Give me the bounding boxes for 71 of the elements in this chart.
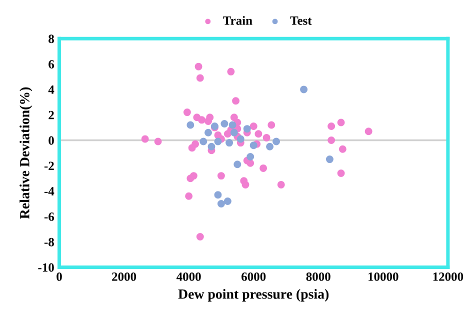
point bbox=[194, 62, 202, 70]
point bbox=[198, 116, 206, 124]
point bbox=[338, 145, 346, 153]
point bbox=[250, 122, 258, 130]
y-tick-label: -2 bbox=[44, 162, 54, 170]
x-tick-label: 10000 bbox=[368, 272, 398, 281]
point bbox=[254, 130, 262, 138]
point bbox=[234, 160, 242, 168]
point bbox=[300, 86, 308, 94]
point bbox=[208, 142, 216, 150]
point bbox=[236, 135, 244, 143]
point bbox=[226, 139, 234, 147]
point bbox=[154, 138, 162, 146]
point bbox=[186, 121, 194, 129]
point bbox=[337, 170, 345, 178]
y-tick-label: 2 bbox=[48, 110, 54, 120]
x-tick-label: 0 bbox=[56, 272, 62, 281]
y-tick-label: -4 bbox=[44, 187, 54, 196]
point bbox=[224, 197, 232, 205]
point bbox=[268, 121, 276, 129]
point bbox=[141, 135, 149, 143]
point bbox=[196, 74, 204, 82]
point bbox=[260, 164, 268, 172]
point bbox=[196, 233, 204, 241]
point bbox=[232, 97, 240, 105]
x-tick-label: 12000 bbox=[433, 272, 464, 281]
x-tick-label: 6000 bbox=[242, 272, 266, 281]
point bbox=[328, 122, 336, 130]
x-tick-label: 4000 bbox=[176, 272, 201, 281]
point bbox=[246, 159, 254, 167]
y-tick-label: 4 bbox=[48, 86, 54, 94]
point bbox=[214, 191, 222, 199]
point bbox=[214, 138, 222, 146]
point bbox=[185, 192, 193, 200]
point bbox=[242, 180, 250, 188]
point bbox=[217, 200, 225, 208]
y-axis-title: Relative Deviation(%) bbox=[20, 87, 32, 219]
point bbox=[227, 68, 235, 76]
point bbox=[246, 153, 254, 161]
point bbox=[183, 108, 191, 116]
x-tick-label: 2000 bbox=[112, 272, 136, 281]
point bbox=[190, 172, 198, 180]
point bbox=[204, 128, 212, 136]
y-tick-label: 8 bbox=[48, 34, 54, 44]
point bbox=[337, 118, 345, 126]
point bbox=[326, 156, 334, 164]
point bbox=[228, 121, 236, 129]
y-tick-label: -10 bbox=[38, 263, 54, 272]
y-tick-label: 6 bbox=[48, 60, 54, 68]
point bbox=[230, 128, 238, 136]
point bbox=[266, 142, 274, 150]
x-axis-title: Dew point pressure (psia) bbox=[178, 289, 329, 302]
point bbox=[220, 120, 228, 128]
point bbox=[328, 136, 336, 144]
point bbox=[250, 142, 258, 150]
y-tick-label: -6 bbox=[44, 212, 54, 221]
legend-label: Test bbox=[290, 16, 312, 25]
point bbox=[272, 138, 280, 146]
x-tick-label: 8000 bbox=[306, 272, 330, 281]
point bbox=[277, 180, 285, 188]
point bbox=[200, 138, 208, 146]
y-tick-label: -8 bbox=[44, 238, 54, 246]
point bbox=[364, 128, 372, 136]
legend-label: Train bbox=[223, 16, 252, 25]
point bbox=[217, 172, 225, 180]
point bbox=[230, 114, 238, 122]
point bbox=[192, 140, 200, 148]
point bbox=[206, 114, 214, 122]
point bbox=[262, 134, 270, 142]
point bbox=[243, 125, 251, 133]
y-tick-label: 0 bbox=[48, 136, 54, 145]
